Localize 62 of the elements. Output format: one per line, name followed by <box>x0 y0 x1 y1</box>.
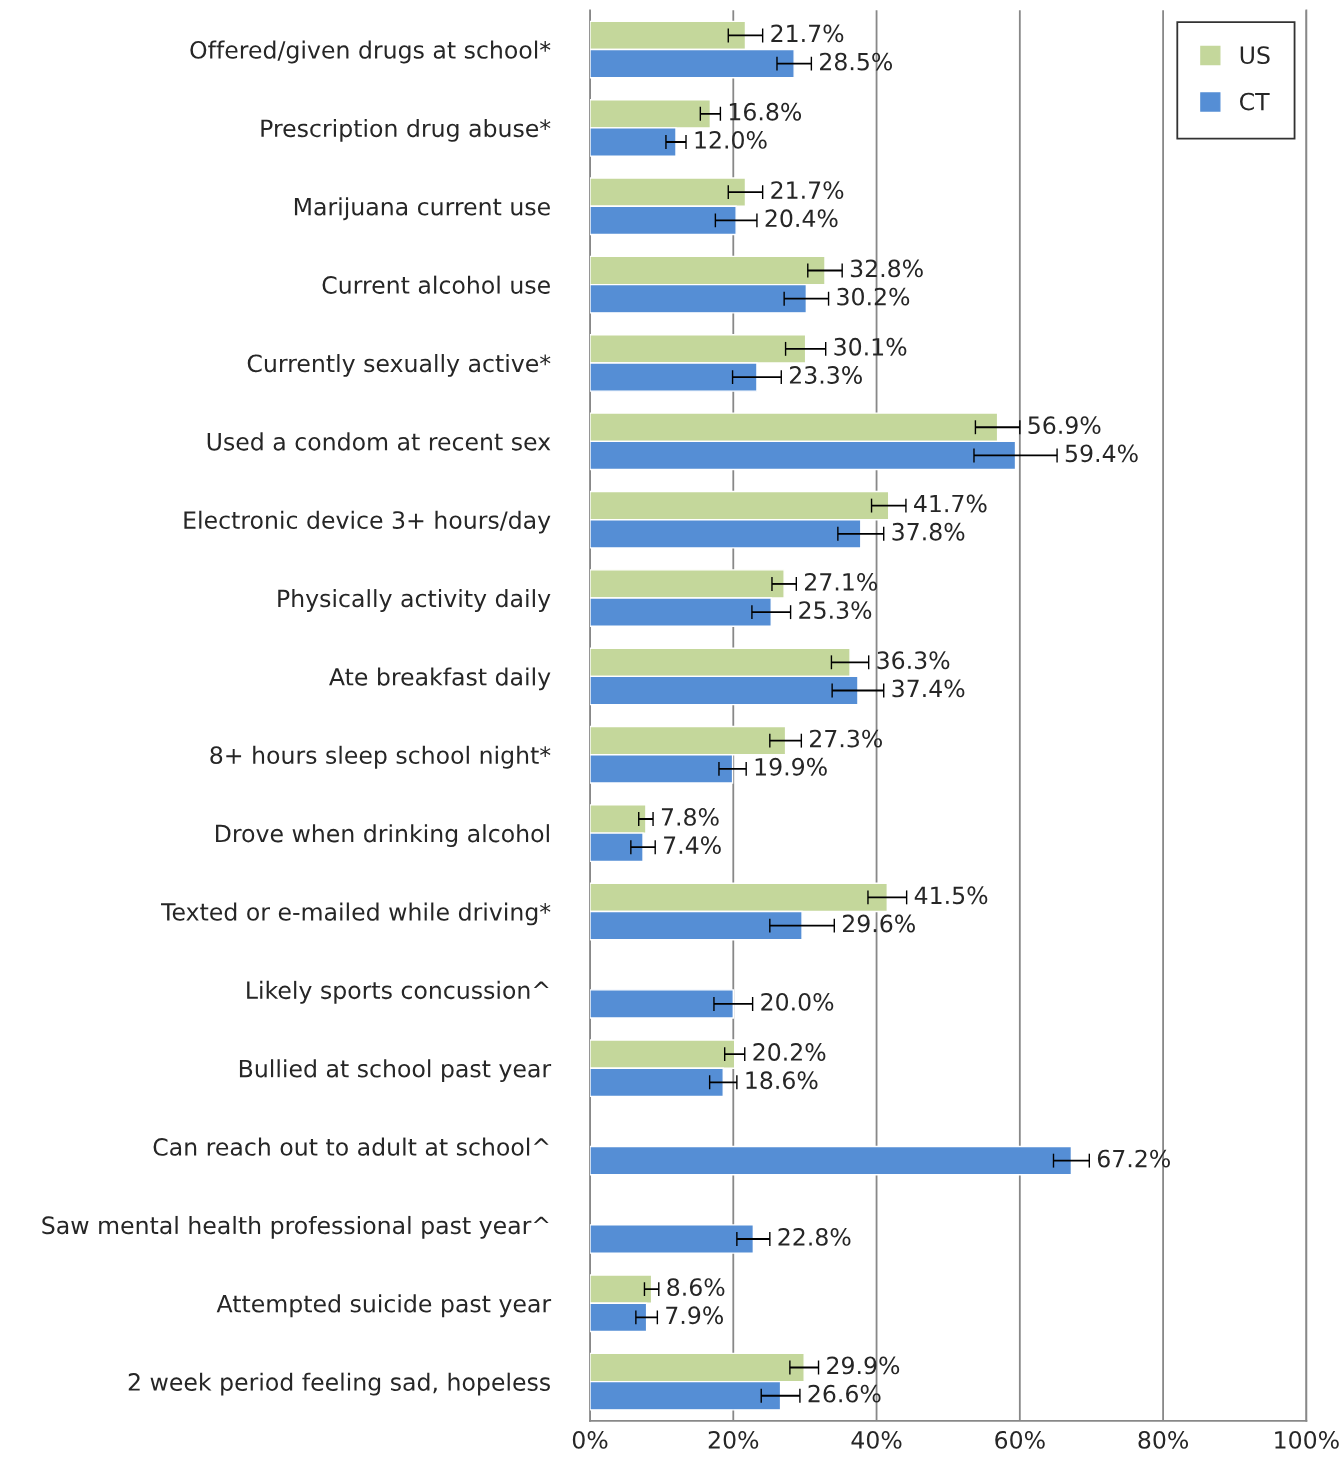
data-label: 23.3% <box>789 366 862 384</box>
data-label: 7.9% <box>666 1306 723 1325</box>
x-tick-label: 100% <box>1275 1430 1339 1449</box>
data-label: 29.6% <box>842 914 915 933</box>
y-tick-label: Attempted suicide past year <box>216 1294 552 1318</box>
data-label: 32.8% <box>850 259 923 278</box>
y-tick-label: Bullied at school past year <box>239 1059 552 1083</box>
data-label: 26.6% <box>808 1384 881 1403</box>
data-label: 16.8% <box>729 102 802 121</box>
data-label: 37.4% <box>892 679 965 698</box>
y-tick-label: Drove when drinking alcohol <box>216 824 549 847</box>
data-label: 56.9% <box>1028 416 1101 435</box>
data-label: 27.3% <box>810 729 882 748</box>
legend-label: US <box>1240 46 1270 65</box>
data-label: 7.8% <box>661 808 719 826</box>
y-tick-label: Electronic device 3+ hours/day <box>184 510 551 534</box>
data-label: 20.2% <box>753 1043 826 1061</box>
x-tick-label: 20% <box>708 1430 759 1449</box>
legend-label: CT <box>1240 92 1270 111</box>
data-label: 27.1% <box>805 572 877 591</box>
y-tick-label: 2 week period feeling sad, hopeless <box>128 1372 550 1396</box>
y-tick-label: Likely sports concussion^ <box>247 980 549 1004</box>
y-tick-label: Can reach out to adult at school^ <box>153 1137 549 1156</box>
data-label: 12.0% <box>695 130 767 149</box>
data-label: 59.4% <box>1065 444 1138 463</box>
y-tick-label: Physically activity daily <box>278 589 551 612</box>
data-label: 37.8% <box>892 522 965 541</box>
x-tick-label: 0% <box>572 1430 608 1449</box>
x-tick-label: 80% <box>1138 1430 1189 1449</box>
data-label: 21.7% <box>771 181 844 199</box>
data-label: 41.7% <box>914 494 987 513</box>
data-label: 67.2% <box>1097 1149 1170 1168</box>
y-tick-label: Offered/given drugs at school* <box>190 40 551 64</box>
data-label: 41.5% <box>914 886 988 905</box>
data-label: 30.1% <box>834 337 907 356</box>
data-label: 7.4% <box>664 836 721 855</box>
bar <box>590 989 734 1019</box>
y-tick-label: Current alcohol use <box>322 275 550 294</box>
data-label: 29.9% <box>827 1356 900 1375</box>
y-tick-label: Currently sexually active* <box>247 354 551 377</box>
data-label: 21.7% <box>771 24 844 43</box>
x-tick-label: 60% <box>995 1430 1045 1449</box>
y-tick-label: 8+ hours sleep school night* <box>210 745 551 769</box>
data-label: 36.3% <box>877 651 950 670</box>
data-label: 20.4% <box>765 209 838 228</box>
y-tick-label: Texted or e-mailed while driving* <box>161 902 551 926</box>
data-label: 20.0% <box>761 992 834 1011</box>
y-tick-label: Used a condom at recent sex <box>207 432 551 451</box>
data-label: 22.8% <box>778 1228 851 1246</box>
data-label: 28.5% <box>820 52 893 71</box>
y-tick-label: Prescription drug abuse* <box>261 118 551 142</box>
data-label: 25.3% <box>799 601 872 619</box>
y-tick-label: Saw mental health professional past year^ <box>42 1215 549 1239</box>
bar <box>590 1145 1073 1176</box>
data-label: 8.6% <box>667 1278 725 1297</box>
y-tick-label: Ate breakfast daily <box>329 667 551 691</box>
data-label: 30.2% <box>837 287 910 306</box>
data-label: 19.9% <box>755 757 827 776</box>
y-tick-label: Marijuana current use <box>294 197 550 221</box>
bar <box>590 1224 755 1254</box>
data-label: 18.6% <box>746 1071 818 1090</box>
x-tick-label: 40% <box>851 1430 902 1449</box>
